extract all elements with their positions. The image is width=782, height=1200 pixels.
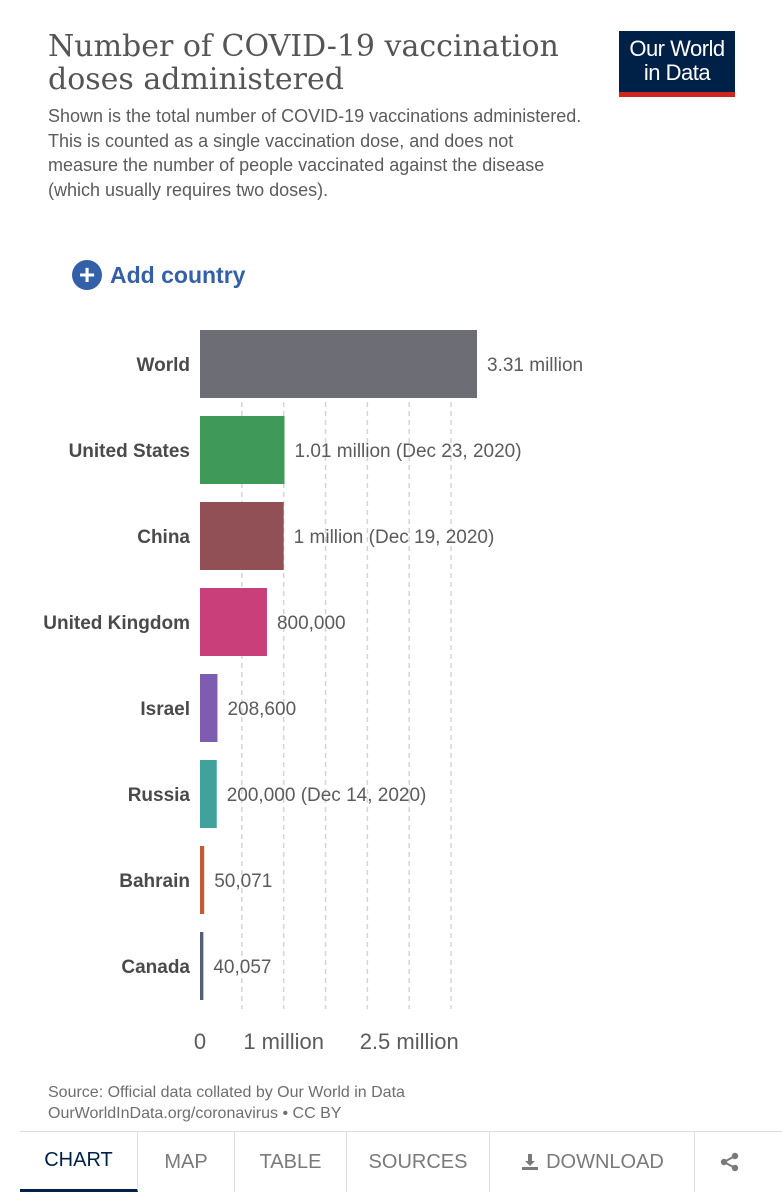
tab-download[interactable]: DOWNLOAD [490, 1132, 695, 1192]
bar[interactable] [200, 416, 285, 484]
bar-chart: World 3.31 million United States 1.01 milli… [43, 330, 583, 1054]
category-label: China [137, 527, 190, 548]
value-label: 1 million (Dec 19, 2020) [294, 527, 495, 548]
source-line[interactable]: Source: Official data collated by Our Wo… [48, 1084, 405, 1101]
license-line[interactable]: OurWorldInData.org/coronavirus • CC BY [48, 1105, 342, 1122]
logo-line-1: Our World [629, 36, 725, 61]
owid-logo[interactable]: Our World in Data [619, 31, 735, 97]
x-tick-label: 1 million [243, 1029, 324, 1054]
value-label: 40,057 [213, 957, 271, 978]
logo-line-2: in Data [643, 60, 711, 85]
tab-sources[interactable]: SOURCES [347, 1132, 490, 1192]
plus-circle-icon: + [72, 260, 102, 290]
category-label: Bahrain [119, 871, 190, 892]
download-icon [522, 1154, 539, 1170]
bar[interactable] [200, 502, 284, 570]
bar[interactable] [200, 674, 218, 742]
value-label: 50,071 [214, 871, 272, 892]
tab-chart[interactable]: CHART [20, 1132, 138, 1192]
category-label: Canada [121, 957, 190, 978]
value-label: 200,000 (Dec 14, 2020) [227, 785, 427, 806]
tab-bar: CHART MAP TABLE SOURCES DOWNLOAD [20, 1131, 782, 1192]
category-label: World [137, 355, 190, 376]
category-label: Russia [128, 785, 191, 806]
category-label: United States [69, 441, 190, 462]
value-label: 800,000 [277, 613, 346, 634]
category-label: Israel [140, 699, 190, 720]
value-label: 1.01 million (Dec 23, 2020) [295, 441, 522, 462]
bar[interactable] [200, 330, 477, 398]
tab-map[interactable]: MAP [138, 1132, 235, 1192]
bar[interactable] [200, 760, 217, 828]
x-tick-label: 2.5 million [360, 1029, 459, 1054]
tab-table[interactable]: TABLE [235, 1132, 347, 1192]
x-tick-label: 0 [194, 1029, 206, 1054]
share-button[interactable] [695, 1132, 765, 1192]
add-country-label: Add country [110, 261, 246, 288]
share-icon [720, 1152, 739, 1172]
value-label: 3.31 million [487, 355, 583, 376]
bar[interactable] [200, 932, 204, 1000]
category-label: United Kingdom [43, 613, 190, 634]
chart-subtitle: Shown is the total number of COVID-19 va… [48, 106, 582, 200]
chart-source: Source: Official data collated by Our Wo… [48, 1082, 648, 1124]
logo-underline [619, 92, 735, 97]
value-label: 208,600 [227, 699, 296, 720]
bar[interactable] [200, 588, 267, 656]
chart-title: Number of COVID-19 vaccination doses adm… [48, 29, 559, 97]
add-country-button[interactable]: + Add country [72, 260, 245, 290]
bar[interactable] [200, 846, 205, 914]
